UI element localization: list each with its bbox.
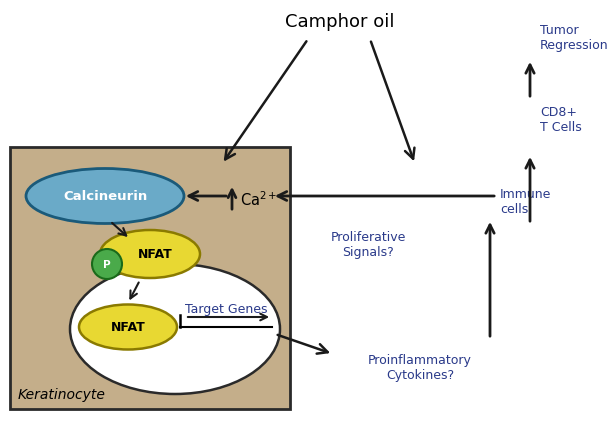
Text: Calcineurin: Calcineurin — [63, 190, 147, 203]
Text: Camphor oil: Camphor oil — [286, 13, 395, 31]
Text: NFAT: NFAT — [138, 248, 173, 261]
Text: NFAT: NFAT — [111, 321, 146, 334]
Text: CD8+
T Cells: CD8+ T Cells — [540, 106, 581, 134]
Ellipse shape — [26, 169, 184, 224]
Text: Proinflammatory
Cytokines?: Proinflammatory Cytokines? — [368, 353, 472, 381]
Circle shape — [92, 249, 122, 280]
Text: Target Genes: Target Genes — [185, 302, 267, 315]
Ellipse shape — [70, 264, 280, 394]
Text: Tumor
Regression: Tumor Regression — [540, 24, 608, 52]
Text: Proliferative
Signals?: Proliferative Signals? — [330, 230, 406, 258]
Text: Immune
cells: Immune cells — [500, 187, 551, 215]
FancyBboxPatch shape — [10, 147, 290, 409]
Text: Keratinocyte: Keratinocyte — [18, 387, 106, 401]
Ellipse shape — [79, 305, 177, 350]
Text: P: P — [103, 259, 111, 269]
Text: Ca$^{2+}$: Ca$^{2+}$ — [240, 190, 278, 209]
Ellipse shape — [100, 230, 200, 278]
